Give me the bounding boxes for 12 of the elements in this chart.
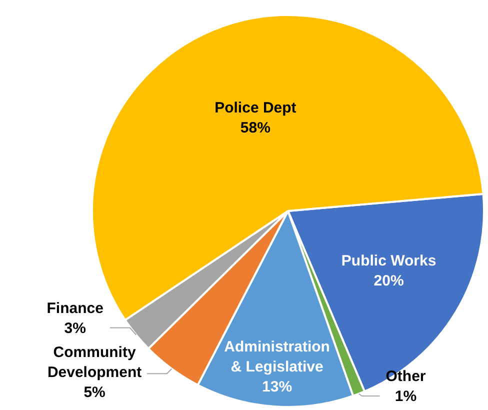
slice-label: Finance [46, 300, 104, 317]
data-label: 58% [240, 120, 270, 137]
data-label: 1% [394, 388, 417, 405]
slice-label: Administration & Legislative [224, 338, 330, 376]
slice-label: Other [386, 368, 426, 385]
slice-label: Police Dept [214, 100, 296, 117]
data-label: 5% [84, 384, 106, 401]
data-label: 3% [64, 320, 86, 337]
data-label: 13% [262, 378, 292, 396]
slice-label: Community Development [47, 344, 142, 381]
data-label: 20% [374, 272, 404, 290]
slice-label: Public Works [341, 252, 436, 270]
